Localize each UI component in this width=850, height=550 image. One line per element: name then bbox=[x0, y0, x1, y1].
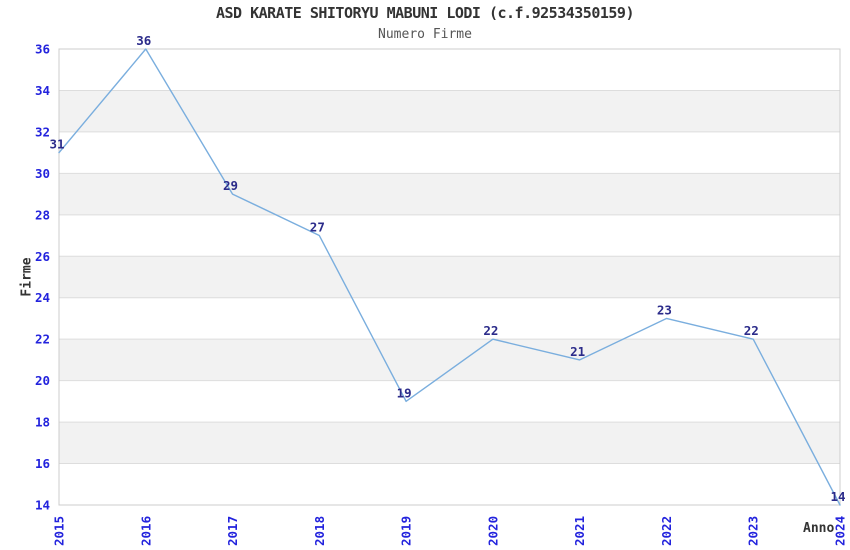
grid-band bbox=[59, 339, 840, 381]
y-tick-label: 36 bbox=[35, 42, 50, 57]
data-label: 22 bbox=[744, 323, 759, 338]
chart-title: ASD KARATE SHITORYU MABUNI LODI (c.f.925… bbox=[215, 4, 635, 22]
y-tick-label: 20 bbox=[35, 373, 50, 388]
y-tick-label: 28 bbox=[35, 207, 50, 222]
data-label: 14 bbox=[830, 489, 845, 504]
y-tick-label: 14 bbox=[35, 498, 50, 513]
data-label: 31 bbox=[49, 137, 64, 152]
data-label: 36 bbox=[136, 33, 151, 48]
y-tick-label: 32 bbox=[35, 124, 50, 139]
series-line bbox=[58, 48, 841, 506]
x-axis-title: Anno bbox=[803, 521, 835, 536]
data-label: 27 bbox=[310, 220, 325, 235]
x-tick-label: 2024 bbox=[833, 516, 848, 546]
y-tick-label: 16 bbox=[35, 456, 50, 471]
x-tick-label: 2021 bbox=[572, 516, 587, 546]
y-axis-title: Firme bbox=[19, 257, 35, 297]
data-label: 23 bbox=[657, 302, 672, 317]
x-tick-label: 2022 bbox=[659, 516, 674, 546]
x-tick-label: 2020 bbox=[485, 516, 500, 546]
x-tick-label: 2017 bbox=[225, 516, 240, 546]
plot-border bbox=[58, 48, 841, 506]
y-tick-label: 22 bbox=[35, 332, 50, 347]
chart-subtitle: Numero Firme bbox=[378, 27, 472, 42]
data-label: 19 bbox=[397, 385, 412, 400]
y-tick-label: 34 bbox=[35, 83, 50, 98]
y-tick-label: 18 bbox=[35, 415, 50, 430]
y-tick-label: 30 bbox=[35, 166, 50, 181]
grid-band bbox=[59, 173, 840, 215]
x-tick-label: 2019 bbox=[399, 516, 414, 546]
y-tick-label: 26 bbox=[35, 249, 50, 264]
data-label: 22 bbox=[483, 323, 498, 338]
x-tick-label: 2018 bbox=[312, 516, 327, 546]
x-tick-label: 2016 bbox=[138, 516, 153, 546]
grid-band bbox=[59, 422, 840, 464]
grid-band bbox=[59, 256, 840, 298]
x-tick-label: 2023 bbox=[746, 516, 761, 546]
data-label: 21 bbox=[570, 344, 585, 359]
x-tick-label: 2015 bbox=[52, 516, 67, 546]
y-tick-label: 24 bbox=[35, 290, 50, 305]
data-label: 29 bbox=[223, 178, 238, 193]
grid-band bbox=[59, 90, 840, 132]
